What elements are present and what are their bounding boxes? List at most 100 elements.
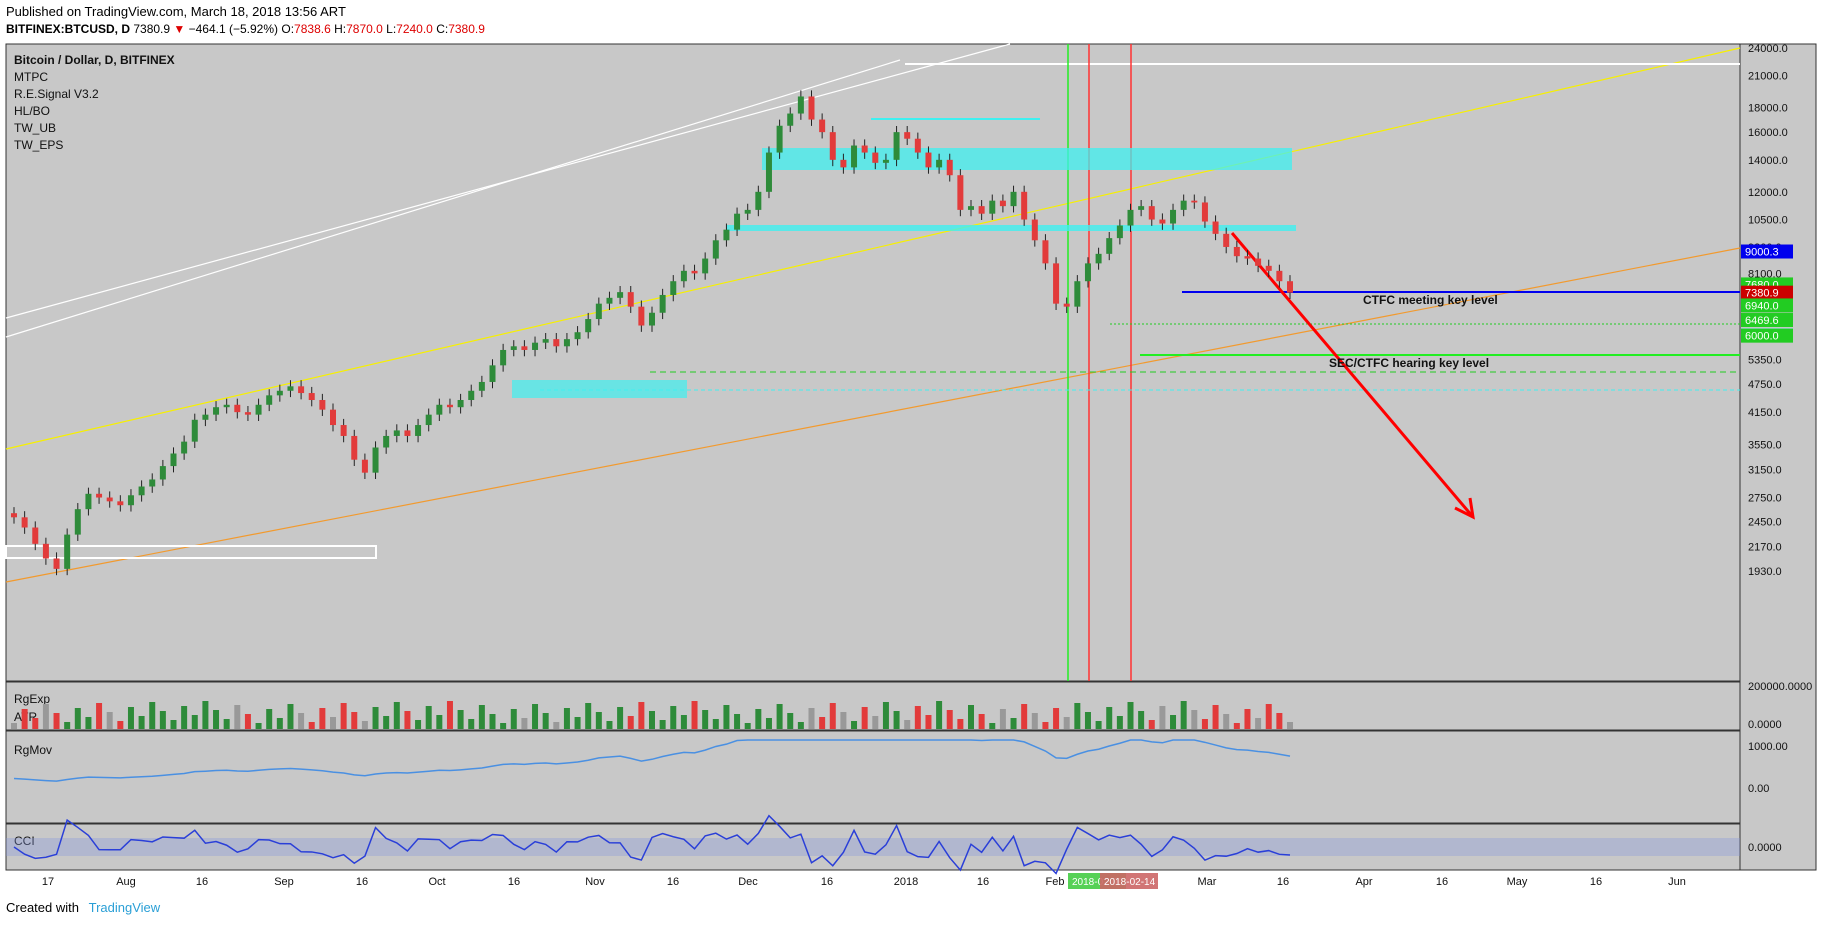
price-axis[interactable] — [1739, 43, 1817, 871]
price-label-text: 6000.0 — [1745, 331, 1779, 343]
sec-annotation: SEC/CTFC hearing key level — [1329, 356, 1489, 370]
legend-item: TW_UB — [14, 121, 56, 135]
candle-body — [585, 319, 592, 333]
volume-bar — [893, 711, 900, 729]
candle-body — [1233, 246, 1240, 257]
volume-bar — [989, 723, 996, 729]
volume-bar — [191, 715, 198, 729]
candle-body — [840, 159, 847, 168]
cci-series — [13, 814, 1291, 875]
time-tick-label: Mar — [1198, 876, 1217, 888]
candle-body — [1127, 209, 1134, 226]
price-label-box — [1741, 298, 1793, 313]
candle-body — [765, 152, 772, 192]
time-tick-label: Feb — [1046, 876, 1065, 888]
candle-body — [510, 346, 517, 350]
candle-body — [946, 159, 953, 176]
volume-bar — [808, 708, 815, 729]
candle-body — [202, 414, 209, 420]
time-tick-label: 2018 — [894, 876, 918, 888]
rgmov-pane[interactable] — [5, 730, 1741, 824]
candle-body — [223, 404, 230, 408]
volume-bar — [276, 718, 283, 729]
price-tick-label: 2450.0 — [1748, 516, 1782, 528]
volume-bar — [21, 709, 28, 729]
candle-body — [287, 386, 294, 391]
candle-body — [457, 400, 464, 408]
candle-body — [872, 152, 879, 163]
cyan-zone-mid — [726, 225, 1296, 231]
candle-body — [1138, 206, 1145, 210]
low-value: 7240.0 — [396, 22, 433, 36]
volume-bar — [1276, 713, 1283, 729]
candle-body — [170, 453, 177, 467]
volume-bar — [244, 714, 251, 729]
volume-bar — [691, 701, 698, 729]
candle-body — [776, 125, 783, 153]
volume-bar — [840, 712, 847, 729]
legend-item: MTPC — [14, 70, 48, 84]
volume-bar — [702, 710, 709, 729]
volume-bar — [181, 706, 188, 729]
volume-bar — [330, 717, 336, 729]
volume-bar — [627, 716, 634, 729]
candle-body — [372, 447, 379, 473]
volume-bar — [1042, 722, 1049, 729]
time-tick-label: 16 — [821, 876, 833, 888]
volume-bar — [64, 722, 71, 729]
time-tick-label: 16 — [196, 876, 208, 888]
volume-bar — [882, 702, 889, 729]
volume-bar — [457, 710, 464, 729]
candle-body — [712, 240, 719, 259]
volume-bar — [436, 715, 443, 729]
candle-body — [1148, 206, 1155, 220]
candle-body — [117, 501, 124, 506]
candle-body — [797, 96, 804, 114]
volume-bar — [1159, 706, 1166, 729]
candle-body — [1074, 281, 1081, 307]
tradingview-link[interactable]: TradingView — [88, 900, 161, 915]
price-tick-label: 2750.0 — [1748, 493, 1782, 505]
red-down-arrow — [1230, 232, 1475, 518]
symbol: BITFINEX:BTCUSD, D — [6, 22, 130, 36]
volume-bar — [1287, 722, 1293, 729]
volume-bar — [425, 706, 432, 729]
volume-bar — [234, 705, 241, 729]
candle-body — [851, 145, 858, 168]
candle-body — [574, 332, 581, 340]
price-label-text: 6940.0 — [1745, 300, 1779, 312]
volume-bar — [202, 701, 209, 729]
candle-body — [298, 386, 305, 394]
candle-body — [553, 339, 560, 347]
volume-bar — [298, 713, 305, 729]
candle-body — [1244, 256, 1251, 259]
price-tick-label: 24000.0 — [1748, 43, 1788, 55]
ctfc-annotation: CTFC meeting key level — [1363, 293, 1498, 307]
candle-body — [914, 138, 921, 153]
candle-body — [149, 479, 156, 487]
volume-bar — [851, 721, 858, 729]
volume-bar — [255, 723, 262, 729]
cci-legend: CCI — [14, 834, 35, 848]
candle-body — [330, 409, 336, 426]
volume-bar — [925, 715, 932, 729]
volume-bar — [127, 707, 134, 729]
created-with: Created with — [6, 900, 79, 915]
candle-body — [42, 543, 49, 559]
candle-body — [351, 435, 358, 460]
volume-bar — [489, 714, 496, 729]
volume-bar — [585, 703, 592, 729]
price-tick-label: 12000.0 — [1748, 187, 1788, 199]
date-flag-text: 2018-02-14 — [1104, 877, 1156, 888]
volume-bar — [85, 717, 92, 729]
volume-bar — [723, 705, 730, 729]
volume-bar — [287, 704, 294, 729]
footer: Created with TradingView — [6, 900, 160, 915]
volume-axis-label: 200000.0000 — [1748, 681, 1812, 693]
legend-item: R.E.Signal V3.2 — [14, 87, 99, 101]
candle-body — [1010, 191, 1017, 207]
volume-bar — [1255, 718, 1262, 729]
volume-bar — [361, 721, 368, 729]
volume-bar — [1116, 716, 1123, 729]
